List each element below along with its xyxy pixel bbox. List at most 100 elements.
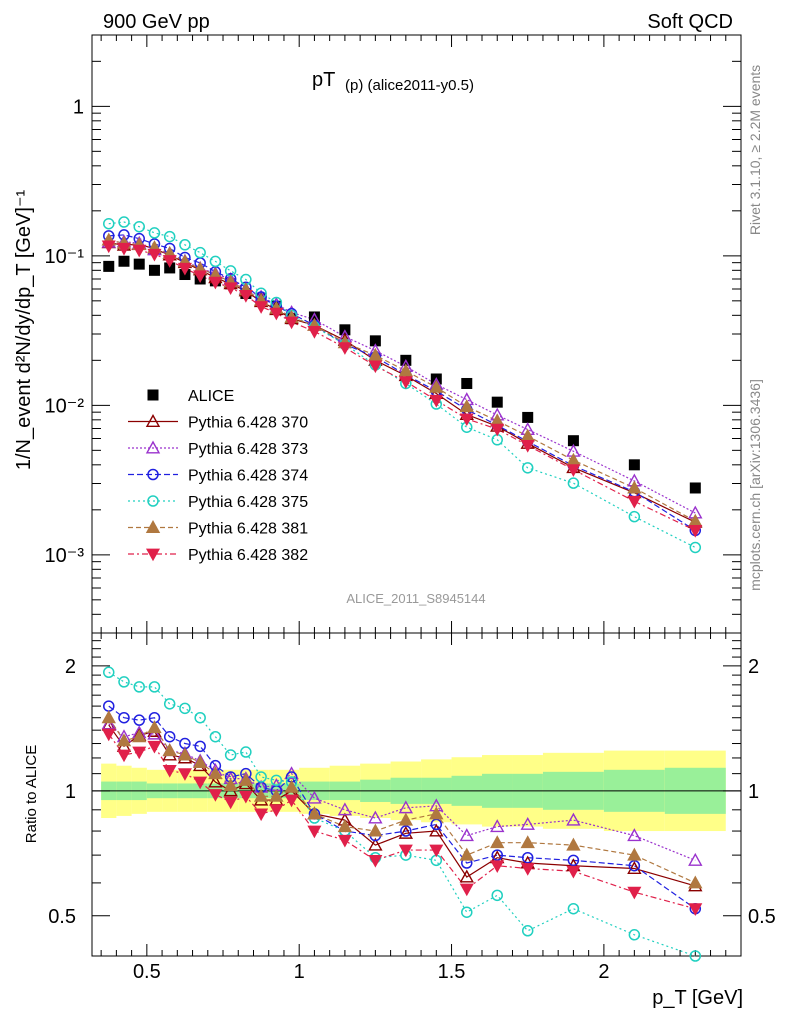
series-point-main: [398, 363, 414, 377]
series-point-ratio: [627, 847, 642, 861]
main-plot-frame: [91, 34, 742, 634]
series-point-main: [307, 326, 322, 339]
series-point-ratio: [223, 778, 238, 791]
series-point-ratio: [459, 883, 474, 897]
side-label-bottom: mcplots.cern.ch [arXiv:1306.3436]: [747, 379, 763, 591]
series-point-main: [118, 216, 130, 228]
series-point-main: [688, 525, 703, 538]
series-point-ratio: [368, 823, 383, 837]
alice-data-point: [103, 260, 115, 272]
series-point-ratio: [368, 854, 383, 868]
series-point-ratio: [255, 771, 267, 783]
legend-swatch-marker: [145, 520, 161, 533]
main-y-tick-label: 10⁻³: [45, 545, 85, 567]
series-point-ratio: [208, 789, 223, 802]
alice-data-point: [369, 335, 381, 347]
series-point-ratio: [566, 812, 581, 826]
ratio-y-tick-label-right: 0.5: [748, 906, 776, 928]
series-point-main: [103, 217, 115, 230]
ratio-frame-rect: [91, 632, 742, 957]
series-point-ratio: [688, 875, 703, 889]
series-point-main: [459, 399, 474, 413]
series-point-ratio: [147, 726, 162, 740]
alice-data-point: [491, 396, 503, 408]
series-point-ratio: [490, 819, 505, 833]
legend-swatch-alice: [147, 389, 159, 401]
series-point-ratio: [566, 865, 581, 879]
series-point-ratio: [209, 730, 222, 743]
legend-entry-label: ALICE: [188, 388, 234, 405]
series-line-ratio: [108, 733, 696, 910]
x-axis-label: p_T [GeV]: [652, 987, 743, 1009]
legend-swatch-marker: [145, 548, 161, 562]
main-y-tick-label: 10⁻²: [45, 395, 85, 417]
series-point-main: [689, 541, 702, 554]
series-point-ratio: [253, 788, 269, 802]
series-point-ratio: [148, 681, 161, 693]
series-point-ratio: [194, 711, 206, 724]
ratio-uncertainty-bands: [92, 750, 741, 832]
series-point-main: [520, 439, 535, 453]
legend-entry-label: Pythia 6.428 381: [188, 521, 308, 538]
series-point-ratio: [254, 808, 269, 822]
legend-entry-label: Pythia 6.428 373: [188, 441, 308, 458]
series-point-ratio: [224, 749, 237, 761]
main-y-tick-label: 10⁻¹: [45, 246, 85, 268]
series-point-ratio: [284, 794, 299, 808]
ratio-y-tick-label-right: 1: [748, 781, 759, 803]
series-point-ratio: [132, 746, 147, 760]
series-point-ratio: [429, 823, 444, 837]
series-point-ratio: [223, 796, 238, 810]
series-point-ratio: [118, 711, 130, 724]
series-point-main: [223, 282, 238, 296]
series-point-main: [147, 248, 162, 262]
series-point-ratio: [337, 819, 353, 833]
series-point-ratio: [459, 847, 474, 861]
series-point-ratio: [269, 788, 284, 802]
series-point-main: [566, 464, 581, 477]
series-point-main: [162, 255, 177, 268]
series-point-ratio: [398, 812, 414, 826]
series-point-main: [179, 239, 191, 251]
series-point-ratio: [238, 772, 254, 786]
series-point-ratio: [192, 755, 208, 769]
series-point-ratio: [101, 710, 116, 724]
series-point-ratio: [398, 825, 414, 839]
alice-data-point: [148, 264, 160, 276]
series-point-main: [238, 290, 253, 303]
series-point-ratio: [627, 861, 642, 874]
series-point-ratio: [147, 740, 162, 754]
series-point-ratio: [177, 747, 193, 761]
x-tick-label: 0.5: [133, 961, 161, 983]
series-point-main: [337, 342, 352, 355]
x-tick-label: 1.5: [438, 961, 466, 983]
series-point-ratio: [459, 828, 474, 842]
series-point-ratio: [368, 837, 383, 851]
series-point-ratio: [567, 854, 580, 867]
series-point-ratio: [240, 746, 252, 758]
x-tick-label: 2: [598, 961, 609, 983]
legend-swatch-marker: [147, 468, 159, 481]
series-point-main: [628, 510, 641, 523]
series-point-main: [567, 477, 580, 489]
series-point-ratio: [628, 929, 641, 941]
legend-swatch-marker: [145, 414, 161, 427]
series-point-main: [269, 307, 284, 321]
series-point-ratio: [208, 774, 223, 788]
series-point-main: [284, 316, 299, 330]
alice-data-point: [308, 311, 320, 323]
series-point-ratio: [116, 749, 132, 763]
series-point-main: [193, 270, 208, 284]
series-point-ratio: [162, 764, 177, 778]
series-point-ratio: [133, 714, 145, 726]
series-point-main: [368, 347, 383, 361]
alice-data-point: [628, 459, 640, 471]
series-point-ratio: [689, 950, 702, 962]
series-point-main: [398, 376, 413, 389]
series-point-ratio: [627, 886, 642, 900]
series-point-ratio: [429, 844, 444, 858]
series-point-ratio: [490, 835, 505, 849]
series-point-main: [429, 379, 444, 393]
series-point-ratio: [429, 806, 444, 820]
